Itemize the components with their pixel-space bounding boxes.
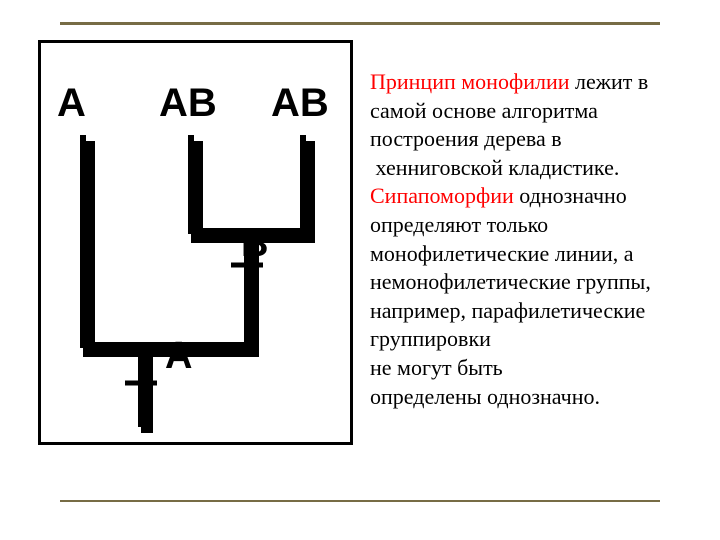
highlight-term: Сипапоморфии	[370, 183, 514, 208]
node-marker-label: B	[241, 225, 268, 263]
tip-label: A	[57, 83, 86, 123]
tip-label: AB	[159, 83, 217, 123]
tip-label: AB	[271, 83, 329, 123]
body-text: однозначно определяют только монофилетич…	[370, 183, 656, 408]
highlight-term: Принцип монофилии	[370, 69, 570, 94]
explanatory-text: Принцип монофилии лежит в самой основе а…	[370, 68, 700, 411]
rule-top	[60, 22, 660, 25]
node-marker-label: A	[165, 337, 192, 375]
rule-bottom	[60, 500, 660, 502]
slide: A AB AB B A Принцип монофилии лежит в самой …	[0, 0, 720, 540]
cladogram-figure: A AB AB B A	[38, 40, 353, 445]
